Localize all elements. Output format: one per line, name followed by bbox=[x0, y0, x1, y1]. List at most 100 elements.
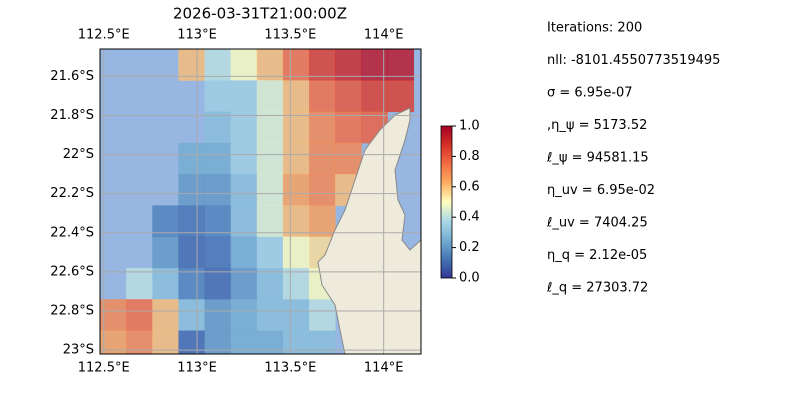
field-cell bbox=[178, 299, 206, 332]
colorbar-tick-label: 1.0 bbox=[459, 119, 480, 134]
field-cell bbox=[230, 236, 258, 269]
field bbox=[100, 49, 415, 354]
field-cell bbox=[152, 236, 179, 269]
field-cell bbox=[230, 142, 258, 175]
field-cell bbox=[309, 49, 336, 81]
field-cell bbox=[204, 236, 232, 269]
field-cell bbox=[230, 330, 258, 354]
info-line: η_q = 2.12e-05 bbox=[547, 248, 647, 263]
graticule bbox=[100, 49, 421, 354]
info-line: nll: -8101.4550773519495 bbox=[547, 53, 720, 68]
field-cell bbox=[256, 80, 284, 113]
x-tick-label: 113°E bbox=[177, 28, 217, 43]
field-cell bbox=[309, 174, 336, 206]
field-cell bbox=[309, 330, 336, 354]
field-cell bbox=[204, 49, 232, 81]
field-cell bbox=[230, 49, 258, 81]
colorbar-tick-label: 0.0 bbox=[459, 271, 480, 286]
y-tick-label: 23°S bbox=[63, 343, 94, 358]
field-cell bbox=[230, 111, 258, 144]
x-tick-label: 113°E bbox=[177, 361, 217, 376]
field-cell bbox=[256, 267, 284, 300]
x-tick-label: 112.5°E bbox=[78, 28, 130, 43]
field-cell bbox=[335, 80, 362, 113]
x-tick-label: 113.5°E bbox=[264, 28, 316, 43]
info-line: ,η_ψ = 5173.52 bbox=[547, 118, 647, 133]
field-cell bbox=[282, 49, 310, 81]
field-cell bbox=[152, 330, 179, 354]
field-cell bbox=[178, 236, 206, 269]
field-cell bbox=[282, 330, 310, 354]
info-panel: Iterations: 200 nll: -8101.4550773519495 σ… bbox=[546, 21, 720, 296]
field-cell bbox=[335, 142, 362, 175]
x-tick-label: 114°E bbox=[364, 361, 404, 376]
field-cell bbox=[309, 111, 336, 144]
field-cell bbox=[256, 330, 284, 354]
field-cell bbox=[282, 80, 310, 113]
y-tick-label: 22.4°S bbox=[50, 225, 94, 240]
field-cell bbox=[204, 80, 232, 113]
field-cell bbox=[309, 142, 336, 175]
field-cell bbox=[309, 299, 336, 332]
y-tick-label: 22°S bbox=[63, 147, 94, 162]
field-cell bbox=[126, 330, 153, 354]
land bbox=[317, 107, 421, 354]
field-cell bbox=[100, 330, 127, 354]
field-cell bbox=[282, 236, 310, 269]
field-cell bbox=[204, 142, 232, 175]
x-tick-label: 113.5°E bbox=[264, 361, 316, 376]
field-cell bbox=[204, 299, 232, 332]
info-line: η_uv = 6.95e-02 bbox=[547, 183, 655, 198]
field-cell bbox=[152, 267, 179, 300]
field-cell bbox=[204, 267, 232, 300]
field-cell bbox=[256, 299, 284, 332]
field-cell bbox=[204, 174, 232, 206]
field-cell bbox=[282, 142, 310, 175]
chart-title: 2026-03-31T21:00:00Z bbox=[173, 5, 347, 23]
info-line: ℓ_q = 27303.72 bbox=[546, 281, 648, 296]
field-cell bbox=[178, 267, 206, 300]
field-cell bbox=[256, 236, 284, 269]
y-tick-label: 21.8°S bbox=[50, 108, 94, 123]
field-cell bbox=[230, 205, 258, 238]
field-cell bbox=[256, 174, 284, 206]
y-tick-label: 22.2°S bbox=[50, 186, 94, 201]
field-cell bbox=[335, 49, 362, 81]
y-tick-label: 22.8°S bbox=[50, 303, 94, 318]
field-cell bbox=[230, 80, 258, 113]
field-cell bbox=[152, 299, 179, 332]
field-cell bbox=[387, 80, 415, 113]
plot-frame bbox=[99, 48, 422, 355]
field-cell bbox=[387, 49, 415, 81]
field-cell bbox=[230, 267, 258, 300]
field-cell bbox=[256, 111, 284, 144]
field-cell bbox=[256, 205, 284, 238]
field-cell bbox=[178, 205, 206, 238]
field-cell bbox=[309, 80, 336, 113]
field-cell bbox=[309, 205, 336, 238]
info-line: ℓ_ψ = 94581.15 bbox=[546, 151, 649, 166]
field-cell bbox=[256, 49, 284, 81]
info-line: ℓ_uv = 7404.25 bbox=[546, 216, 648, 231]
field-cell bbox=[230, 174, 258, 206]
field-cell bbox=[282, 205, 310, 238]
field-cell bbox=[282, 267, 310, 300]
colorbar-tick-label: 0.2 bbox=[459, 240, 480, 255]
field-cell bbox=[178, 330, 206, 354]
field-cell bbox=[204, 111, 232, 144]
field-cell bbox=[282, 299, 310, 332]
field-cell bbox=[282, 174, 310, 206]
colorbar-tick-label: 0.8 bbox=[459, 149, 480, 164]
colorbar-tick-label: 0.4 bbox=[459, 210, 480, 225]
field-cell bbox=[178, 49, 206, 81]
field-cell bbox=[100, 299, 127, 332]
field-cell bbox=[204, 205, 232, 238]
y-tick-label: 22.6°S bbox=[50, 264, 94, 279]
x-tick-label: 114°E bbox=[364, 28, 404, 43]
x-tick-label: 112.5°E bbox=[78, 361, 130, 376]
colorbar bbox=[440, 125, 453, 279]
field-cell bbox=[178, 174, 206, 206]
field-cell bbox=[204, 330, 232, 354]
